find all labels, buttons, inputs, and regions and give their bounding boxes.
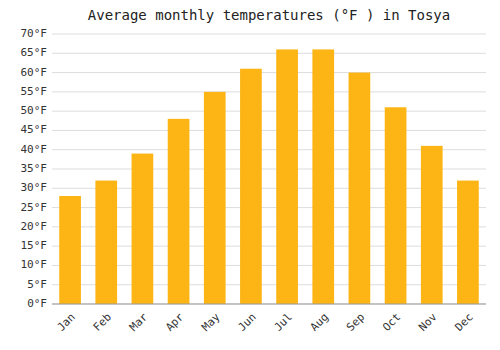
x-tick-label: Sep	[344, 311, 367, 334]
bar	[421, 146, 443, 304]
y-tick-label: 35°F	[21, 162, 48, 175]
x-tick-label: Apr	[163, 310, 187, 334]
y-tick-label: 45°F	[21, 123, 48, 136]
y-axis: 0°F 5°F 10°F 15°F 20°F 25°F 30°F 35°F 40°F 45°F 50…	[21, 27, 487, 310]
x-tick-label: Mar	[127, 310, 151, 334]
page: {"chart_data": {"type": "bar", "title": …	[0, 0, 500, 350]
x-tick-label: Jul	[272, 311, 295, 334]
grid-line	[52, 53, 486, 54]
bar	[240, 69, 262, 304]
x-tick-label: May	[199, 310, 223, 334]
y-tick-label: 55°F	[21, 85, 48, 98]
chart-svg: 0°F 5°F 10°F 15°F 20°F 25°F 30°F 35°F 40°F 45°F 50…	[0, 0, 500, 350]
grid-line	[52, 91, 486, 92]
bar	[276, 49, 298, 304]
y-tick-label: 60°F	[21, 66, 48, 79]
bar	[204, 92, 226, 304]
x-tick-label: Aug	[308, 311, 331, 334]
grid-line	[52, 130, 486, 131]
y-tick-label: 40°F	[21, 143, 48, 156]
x-tick-label: Feb	[91, 311, 114, 334]
x-tick-label: Oct	[380, 311, 403, 334]
bar	[457, 181, 479, 304]
y-tick-label: 25°F	[21, 201, 48, 214]
bar	[59, 196, 81, 304]
y-tick-label: 50°F	[21, 104, 48, 117]
bar	[132, 154, 154, 304]
y-tick-label: 0°F	[27, 297, 47, 310]
bars	[59, 49, 479, 304]
grid-line	[52, 111, 486, 112]
x-tick-label: Nov	[416, 310, 440, 334]
x-axis: Jan Feb Mar Apr May Jun Jul Aug Sep Oct Nov Dec	[52, 304, 486, 334]
grid-line	[52, 304, 486, 305]
bar	[312, 49, 334, 304]
y-tick-label: 10°F	[21, 258, 48, 271]
bar	[349, 73, 371, 304]
x-tick-label: Jun	[235, 311, 258, 334]
x-tick-label: Dec	[452, 311, 475, 334]
y-tick-label: 15°F	[21, 239, 48, 252]
y-tick-label: 70°F	[21, 27, 48, 40]
y-tick-label: 20°F	[21, 220, 48, 233]
grid-line	[52, 72, 486, 73]
bar	[168, 119, 190, 304]
x-tick-label: Jan	[55, 311, 78, 334]
chart-container: 0°F 5°F 10°F 15°F 20°F 25°F 30°F 35°F 40°F 45°F 50…	[0, 0, 500, 350]
title: Average monthly temperatures (°F ) in To…	[88, 7, 450, 23]
x-axis-line	[52, 304, 486, 305]
y-tick-label: 5°F	[27, 278, 47, 291]
bar	[95, 181, 117, 304]
grid-line	[52, 34, 486, 35]
bar	[385, 107, 407, 304]
y-tick-label: 30°F	[21, 181, 48, 194]
y-tick-label: 65°F	[21, 46, 48, 59]
